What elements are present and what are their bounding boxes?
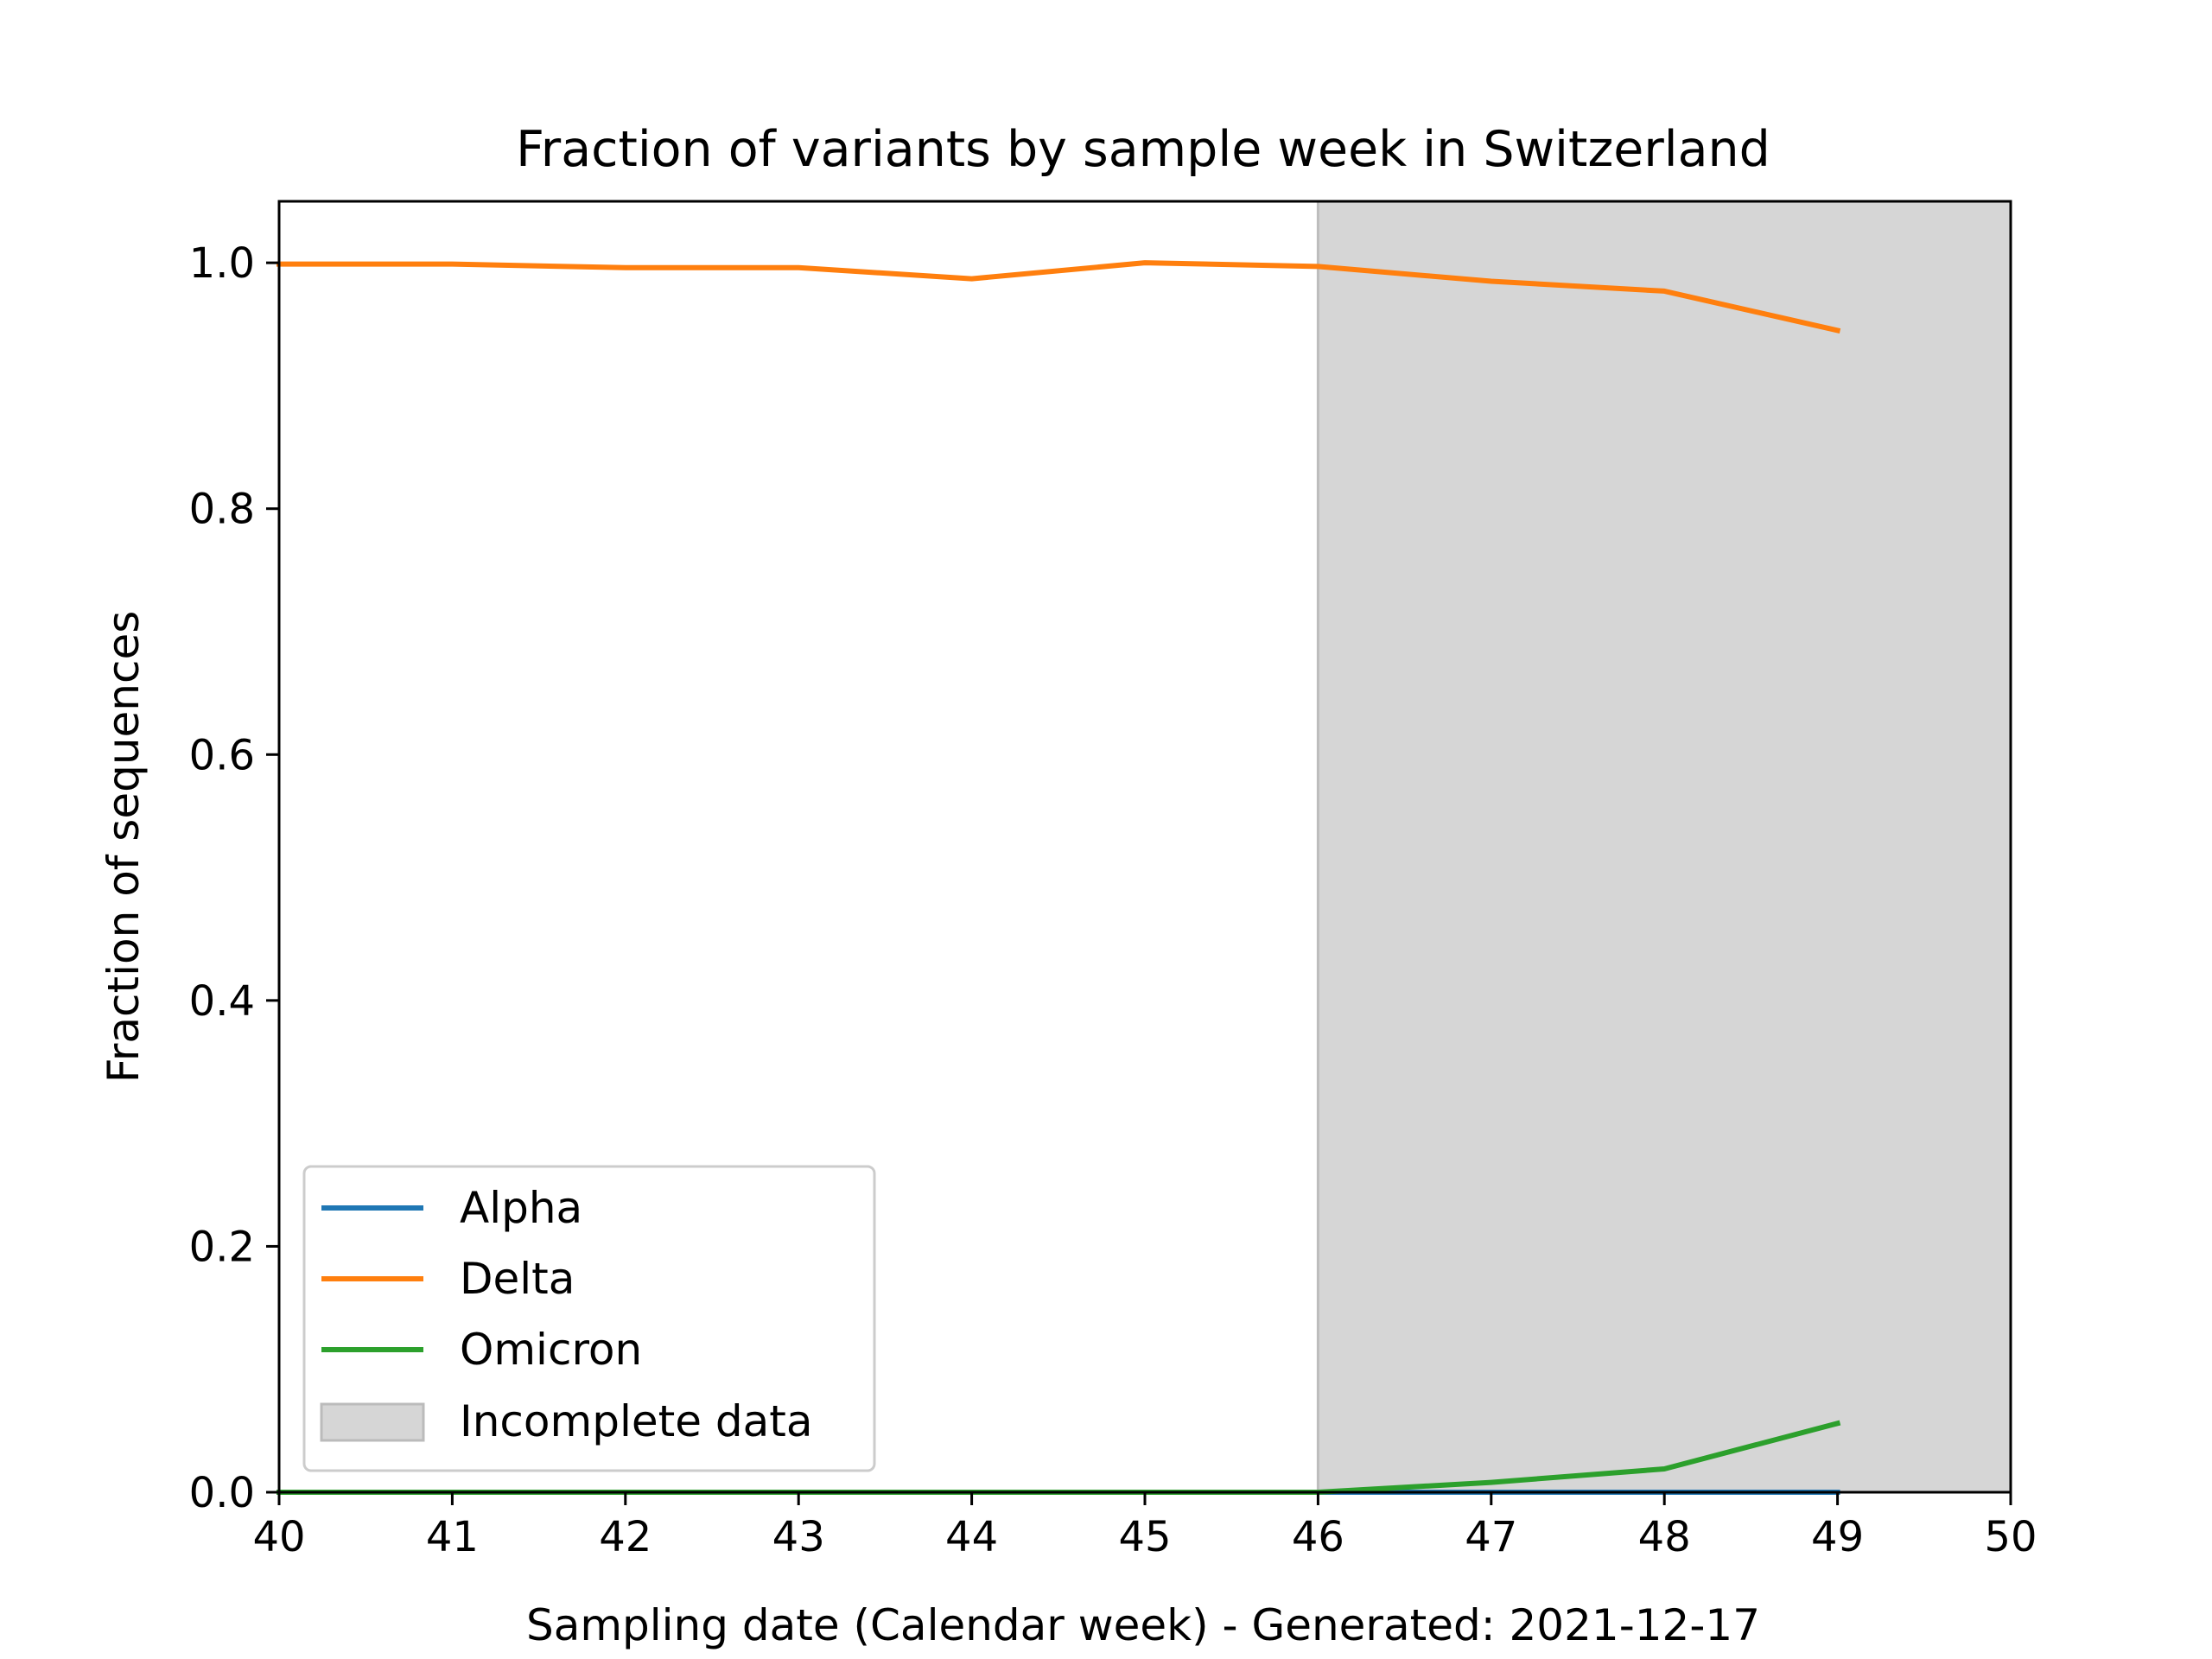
legend-box (302, 1165, 876, 1472)
axes: 40 41 42 43 44 45 46 47 48 49 50 0.0 0.2 0.4 0.6 0.8 1.0 (189, 200, 2037, 1561)
legend-label-delta: Delta (460, 1254, 575, 1304)
legend: Alpha Delta Omicron Incomplete data (302, 1165, 876, 1472)
x-tick-label: 43 (772, 1513, 825, 1561)
incomplete-data-region (1318, 201, 2011, 1492)
x-tick-label: 47 (1465, 1513, 1517, 1561)
x-tick-label: 45 (1118, 1513, 1171, 1561)
legend-swatch-incomplete-data (320, 1402, 425, 1442)
x-tick-label: 50 (1984, 1513, 2037, 1561)
y-tick-label: 0.2 (189, 1223, 255, 1271)
x-axis-label: Sampling date (Calendar week) - Generate… (526, 1600, 1760, 1650)
series-line-delta (276, 260, 1841, 334)
y-tick-label: 0.0 (189, 1469, 255, 1517)
legend-label-omicron: Omicron (460, 1325, 642, 1375)
x-tick-label: 46 (1292, 1513, 1344, 1561)
x-tick-label: 48 (1638, 1513, 1691, 1561)
incomplete-data-region-layer (1316, 201, 2011, 1492)
chart-title: Fraction of variants by sample week in S… (516, 121, 1770, 178)
x-tick-label: 44 (945, 1513, 998, 1561)
legend-label-alpha: Alpha (460, 1183, 582, 1233)
y-tick-label: 1.0 (189, 239, 255, 288)
y-axis-label: Fraction of sequences (99, 611, 149, 1084)
y-tick-label: 0.6 (189, 731, 255, 779)
y-tick-label: 0.4 (189, 977, 255, 1026)
y-tick-label: 0.8 (189, 486, 255, 534)
x-tick-label: 40 (252, 1513, 305, 1561)
x-tick-label: 41 (426, 1513, 479, 1561)
legend-label-incomplete-data: Incomplete data (460, 1396, 813, 1446)
x-tick-label: 42 (599, 1513, 652, 1561)
x-tick-label: 49 (1811, 1513, 1864, 1561)
